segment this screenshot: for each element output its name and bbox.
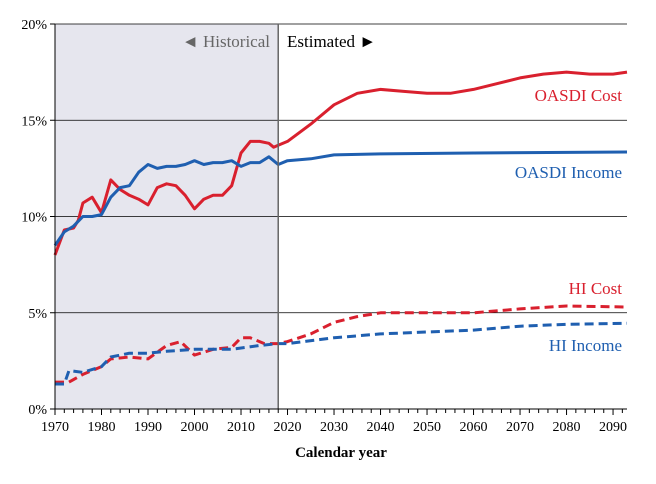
hi-income-label: HI Income bbox=[549, 336, 622, 355]
x-tick-label: 2040 bbox=[367, 420, 395, 435]
y-tick-label: 0% bbox=[28, 403, 47, 418]
x-tick-label: 1970 bbox=[41, 420, 69, 435]
x-tick-label: 2030 bbox=[320, 420, 348, 435]
x-tick-label: 2020 bbox=[274, 420, 302, 435]
series-line-hi-cost bbox=[55, 304, 628, 384]
historical-label: ◄ Historical bbox=[182, 32, 270, 51]
x-tick-label: 2050 bbox=[413, 420, 441, 435]
oasdi-income-label: OASDI Income bbox=[515, 163, 622, 182]
estimated-label: Estimated ► bbox=[287, 32, 376, 51]
y-tick-label: 20% bbox=[21, 18, 47, 33]
hi-cost-label: HI Cost bbox=[569, 279, 623, 298]
y-tick-label: 10% bbox=[21, 211, 47, 226]
x-tick-label: 2080 bbox=[553, 420, 581, 435]
x-tick-label: 1980 bbox=[88, 420, 116, 435]
y-tick-label: 5% bbox=[28, 307, 47, 322]
series-line-hi-income bbox=[55, 321, 628, 386]
x-tick-label: 2070 bbox=[506, 420, 534, 435]
x-tick-label: 2010 bbox=[227, 420, 255, 435]
y-tick-label: 15% bbox=[21, 114, 47, 129]
x-tick-label: 2000 bbox=[181, 420, 209, 435]
x-tick-label: 2060 bbox=[460, 420, 488, 435]
series-line-oasdi-cost bbox=[53, 70, 628, 256]
series-line-oasdi-income bbox=[53, 150, 628, 247]
x-axis-label: Calendar year bbox=[295, 445, 387, 461]
oasdi-cost-label: OASDI Cost bbox=[535, 86, 623, 105]
x-tick-label: 1990 bbox=[134, 420, 162, 435]
x-tick-label: 2090 bbox=[599, 420, 627, 435]
